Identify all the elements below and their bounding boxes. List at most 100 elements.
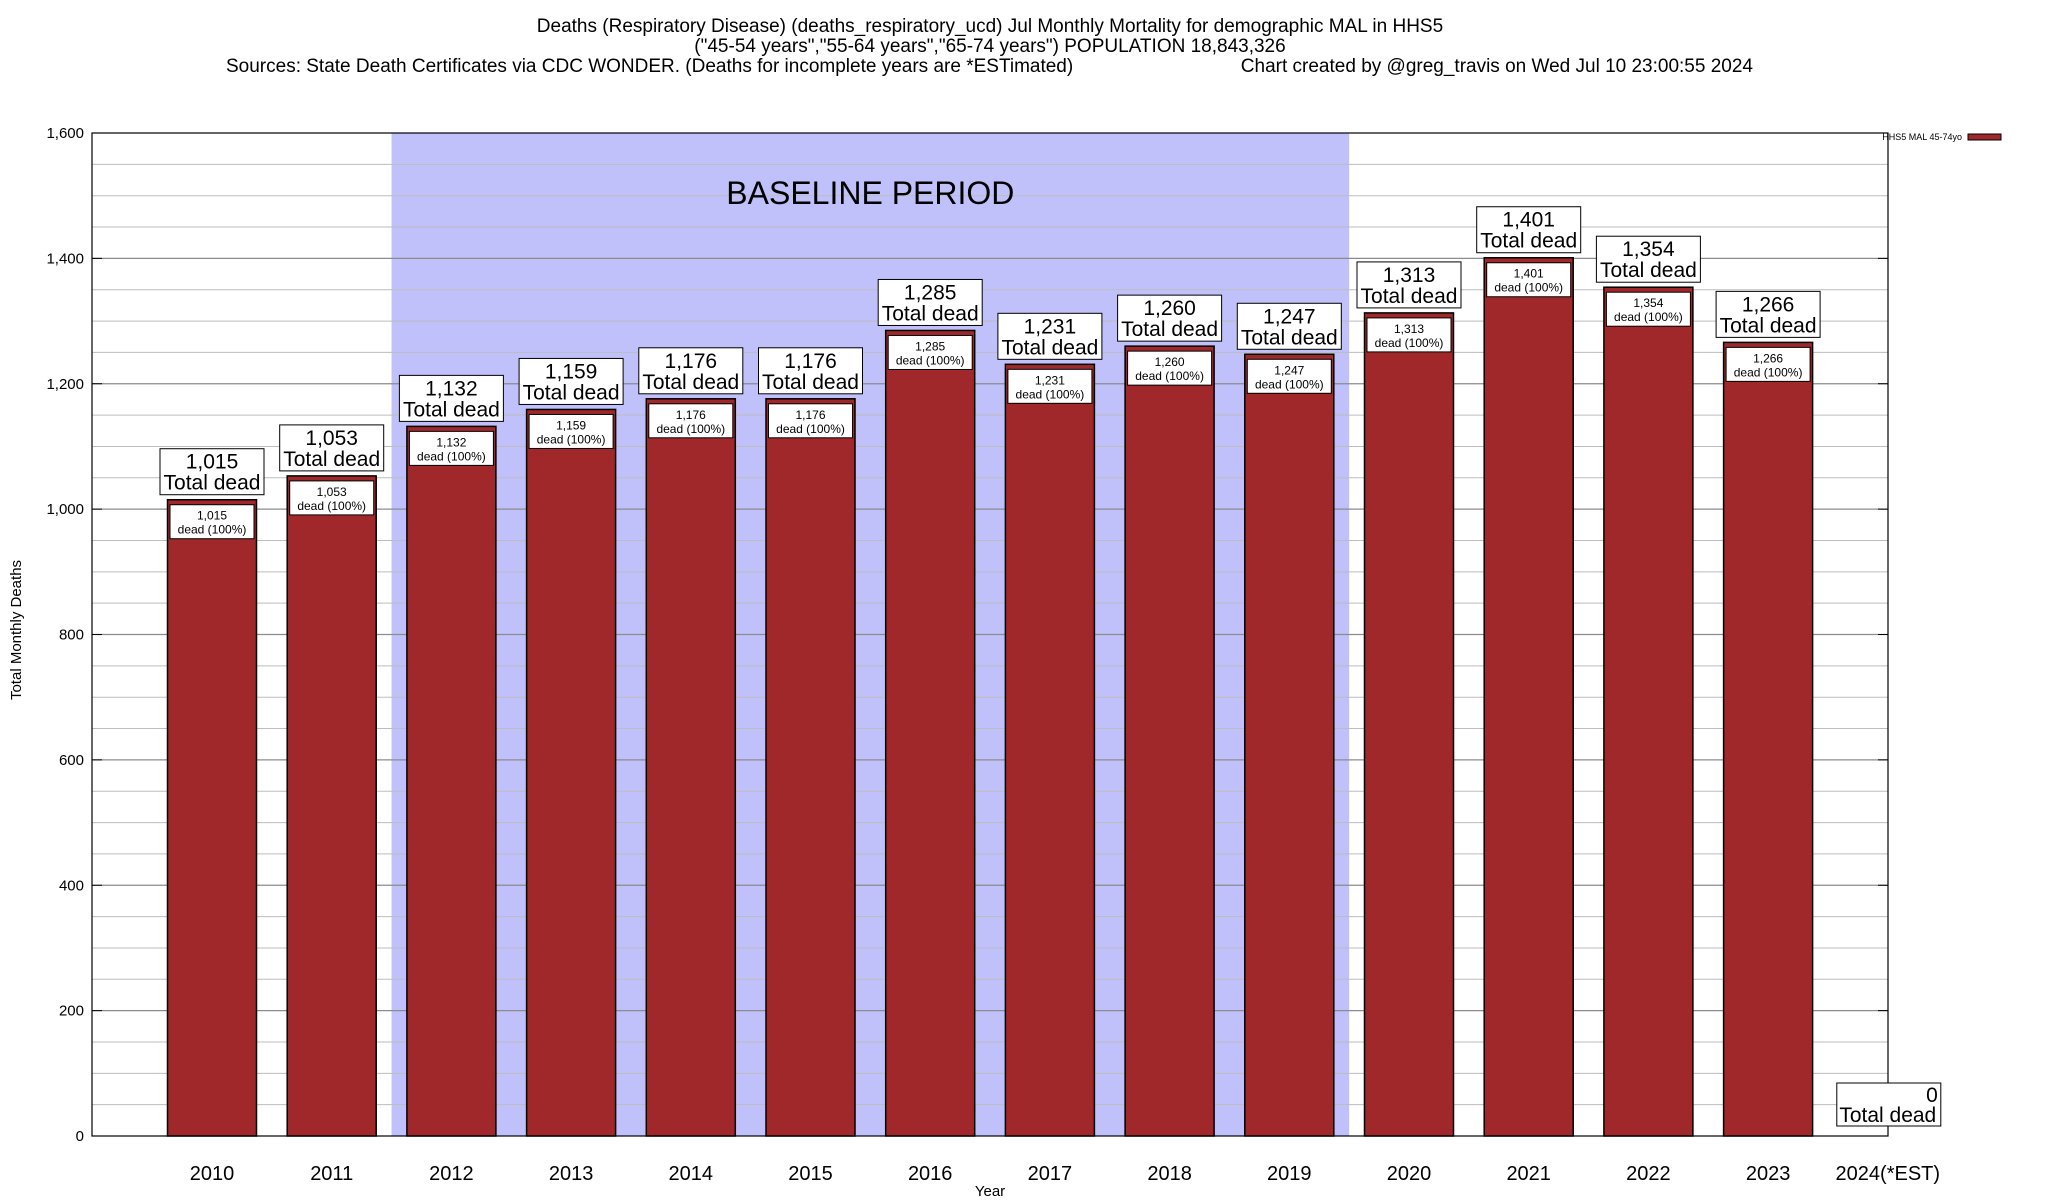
value-label: 1,015 xyxy=(186,451,239,474)
value-label-box xyxy=(1356,261,1462,309)
x-axis-label: Year xyxy=(975,1183,1005,1200)
inner-label-value: 1,247 xyxy=(1274,363,1304,377)
inner-label-value: 1,260 xyxy=(1155,355,1185,369)
x-tick-label: 2020 xyxy=(1387,1163,1432,1185)
total-dead-label: Total dead xyxy=(403,398,500,421)
x-tick-label: 2018 xyxy=(1147,1163,1192,1185)
bar xyxy=(1722,341,1814,1137)
inner-label-text: dead (100%) xyxy=(1255,377,1324,391)
total-dead-label: Total dead xyxy=(1839,1104,1936,1127)
inner-label-text: dead (100%) xyxy=(1734,365,1803,379)
value-label-box xyxy=(758,347,863,395)
value-label: 1,354 xyxy=(1622,238,1675,261)
y-tick-label: 600 xyxy=(59,752,84,769)
y-tick-label: 1,400 xyxy=(46,250,84,267)
plot-area: BASELINE PERIOD 0 200 400 600 800 1,000 1,200 1,… xyxy=(46,125,1942,1185)
inner-label-value: 1,231 xyxy=(1035,373,1065,387)
bar xyxy=(525,408,617,1137)
bar xyxy=(1004,363,1096,1137)
y-tick-label: 200 xyxy=(59,1003,84,1020)
bar xyxy=(166,498,258,1137)
x-tick-label: 2015 xyxy=(788,1163,833,1185)
inner-label-box xyxy=(528,413,614,449)
value-label-box xyxy=(1836,1082,1942,1127)
inner-label-box xyxy=(1366,317,1452,353)
baseline-label: BASELINE PERIOD xyxy=(726,175,1014,211)
inner-label-box xyxy=(887,334,973,370)
y-tick-label: 800 xyxy=(59,627,84,644)
value-label: 1,053 xyxy=(305,427,358,450)
x-tick-label: 2013 xyxy=(549,1163,594,1185)
value-label-box xyxy=(1476,206,1582,254)
inner-label-box xyxy=(1007,368,1093,404)
inner-label-value: 1,176 xyxy=(676,408,706,422)
y-axis-label: Total Monthly Deaths xyxy=(8,560,25,700)
value-label-box xyxy=(1117,294,1223,342)
inner-label-box xyxy=(1486,262,1572,298)
total-dead-label: Total dead xyxy=(1600,259,1697,282)
total-dead-label: Total dead xyxy=(523,381,620,404)
total-dead-label: Total dead xyxy=(1480,230,1577,253)
value-label-box xyxy=(398,374,504,422)
inner-label-value: 1,176 xyxy=(795,408,825,422)
inner-label-box xyxy=(1246,358,1332,394)
value-label: 1,231 xyxy=(1024,315,1077,338)
value-label: 0 xyxy=(1926,1084,1938,1107)
y-tick-label: 0 xyxy=(76,1128,84,1145)
legend: HHS5 MAL 45-74yo xyxy=(1882,132,2002,142)
x-tick-label: 2014 xyxy=(669,1163,714,1185)
y-tick-label: 1,600 xyxy=(46,125,84,142)
inner-label-box xyxy=(289,480,375,516)
bar xyxy=(1603,286,1694,1137)
value-label-box xyxy=(1595,235,1701,283)
value-label: 1,159 xyxy=(545,360,598,383)
bar xyxy=(884,329,976,1137)
inner-label-text: dead (100%) xyxy=(776,422,845,436)
bar xyxy=(1244,353,1335,1137)
inner-label-value: 1,285 xyxy=(915,339,945,353)
inner-label-box xyxy=(1725,346,1811,382)
value-label: 1,260 xyxy=(1143,297,1196,320)
inner-label-text: dead (100%) xyxy=(537,432,606,446)
x-tick-label: 2012 xyxy=(429,1163,474,1185)
inner-label-value: 1,354 xyxy=(1633,296,1663,310)
inner-label-value: 1,053 xyxy=(317,485,347,499)
inner-label-box xyxy=(768,403,853,439)
title-line-2: ("45-54 years","55-64 years","65-74 year… xyxy=(694,36,1285,57)
x-tick-label: 2011 xyxy=(310,1163,353,1185)
bar xyxy=(406,425,497,1137)
inner-label-text: dead (100%) xyxy=(297,499,366,513)
inner-label-value: 1,015 xyxy=(197,509,227,523)
value-label: 1,313 xyxy=(1383,264,1436,287)
inner-label-text: dead (100%) xyxy=(1135,369,1204,383)
y-tick-label: 400 xyxy=(59,877,84,894)
x-tick-label: 2021 xyxy=(1506,1163,1551,1185)
inner-label-box xyxy=(169,504,255,540)
value-label-box xyxy=(1236,302,1342,350)
inner-label-text: dead (100%) xyxy=(896,353,965,367)
inner-label-text: dead (100%) xyxy=(656,422,725,436)
total-dead-label: Total dead xyxy=(1121,318,1218,341)
value-label-box xyxy=(518,357,624,405)
value-label-box xyxy=(1715,290,1821,338)
value-label-box xyxy=(997,312,1103,360)
inner-label-value: 1,313 xyxy=(1394,322,1424,336)
value-label: 1,266 xyxy=(1742,293,1795,316)
x-tick-label: 2023 xyxy=(1746,1163,1791,1185)
total-dead-label: Total dead xyxy=(642,371,739,394)
total-dead-label: Total dead xyxy=(882,302,979,325)
x-tick-label: 2017 xyxy=(1028,1163,1073,1185)
value-label: 1,132 xyxy=(425,377,478,400)
inner-label-value: 1,266 xyxy=(1753,351,1783,365)
value-label-box xyxy=(638,347,744,395)
bar xyxy=(765,398,856,1137)
value-label: 1,401 xyxy=(1502,209,1555,232)
inner-label-text: dead (100%) xyxy=(1614,310,1683,324)
total-dead-label: Total dead xyxy=(1001,336,1098,359)
title-line-3: Sources: State Death Certificates via CD… xyxy=(226,56,1073,77)
inner-label-text: dead (100%) xyxy=(417,449,486,463)
value-label-box xyxy=(279,424,385,472)
bar xyxy=(645,398,737,1137)
inner-label-box xyxy=(408,430,494,466)
bar xyxy=(286,475,377,1137)
